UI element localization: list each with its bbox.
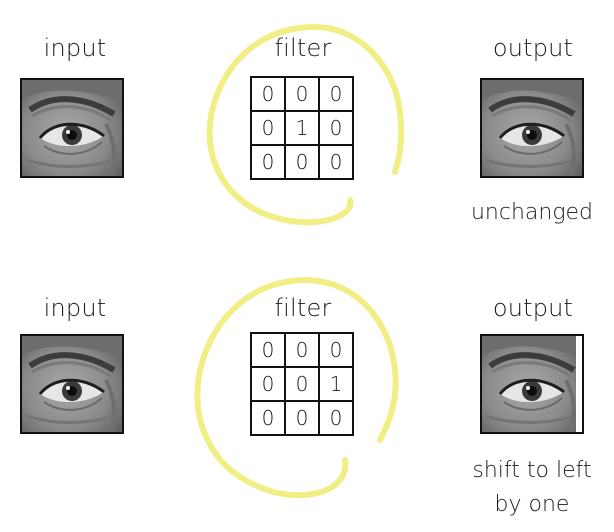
eye-image-icon <box>22 336 122 432</box>
kernel-cell: 1 <box>318 366 354 402</box>
row-2-input-image <box>20 334 124 434</box>
row-2-output-label: output <box>492 294 574 322</box>
kernel-cell: 0 <box>250 332 286 368</box>
kernel-cell: 0 <box>250 366 286 402</box>
kernel-cell: 0 <box>250 76 286 112</box>
row-1-input-label: input <box>43 34 107 62</box>
row-1-filter-grid: 0 0 0 0 1 0 0 0 0 <box>250 76 354 180</box>
row-1-filter-label: filter <box>274 34 332 62</box>
row-1-input-image <box>20 78 124 178</box>
row-2-input-label: input <box>43 294 107 322</box>
kernel-cell: 0 <box>284 144 320 180</box>
row-1-output-label: output <box>492 34 574 62</box>
kernel-cell: 0 <box>284 366 320 402</box>
kernel-cell: 0 <box>284 332 320 368</box>
kernel-cell: 0 <box>250 110 286 146</box>
eye-image-icon <box>482 80 582 176</box>
shifted-edge-strip <box>576 336 582 432</box>
eye-image-icon <box>482 336 582 432</box>
row-2-filter-label: filter <box>274 294 332 322</box>
kernel-cell: 0 <box>318 110 354 146</box>
row-2-output-caption-line-2: by one <box>494 492 570 517</box>
kernel-cell: 0 <box>250 144 286 180</box>
kernel-cell: 0 <box>318 76 354 112</box>
row-2-filter-grid: 0 0 0 0 0 1 0 0 0 <box>250 332 354 436</box>
row-1-output-image <box>480 78 584 178</box>
row-2-output-caption-line-1: shift to left <box>472 458 592 483</box>
kernel-cell: 0 <box>318 144 354 180</box>
kernel-cell: 0 <box>284 400 320 436</box>
kernel-cell: 1 <box>284 110 320 146</box>
kernel-cell: 0 <box>250 400 286 436</box>
kernel-cell: 0 <box>318 400 354 436</box>
row-2-output-image <box>480 334 584 434</box>
row-1-output-caption: unchanged <box>470 200 594 225</box>
kernel-cell: 0 <box>318 332 354 368</box>
kernel-cell: 0 <box>284 76 320 112</box>
eye-image-icon <box>22 80 122 176</box>
